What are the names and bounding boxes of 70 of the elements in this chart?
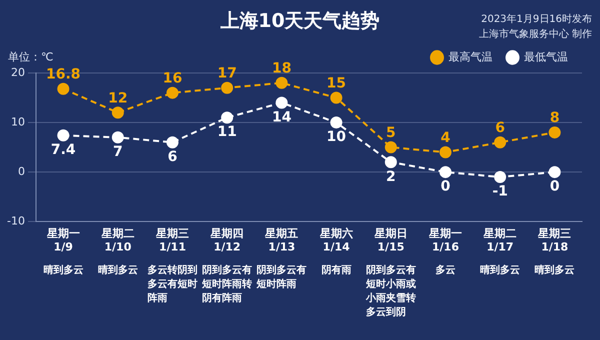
- y-axis-title: 单位：℃: [8, 50, 54, 64]
- point: [548, 166, 561, 178]
- text: 晴到多云: [534, 264, 575, 276]
- point: [439, 166, 452, 178]
- legend-label: 最高气温: [448, 50, 492, 64]
- x-tick-label: 星期四 1/12: [210, 227, 244, 254]
- y-tick-label: 20: [10, 66, 25, 79]
- x-tick-label: 星期三 1/18: [537, 227, 572, 254]
- text: 阴到多云有短时阵雨: [256, 264, 307, 290]
- text: 晴到多云: [98, 264, 138, 276]
- x-tick-label: 星期一 1/16: [428, 227, 462, 254]
- point: [166, 86, 178, 99]
- data-label: 2: [386, 168, 396, 185]
- chart-title: 上海10天天气趋势: [220, 10, 380, 32]
- text: 阴到多云有短时阵雨转阴有阵雨: [201, 264, 252, 304]
- data-label: 8: [550, 110, 560, 126]
- x-tick-label: 星期三 1/11: [154, 227, 189, 254]
- data-label: 16.8: [46, 66, 81, 82]
- data-label: 18: [272, 60, 292, 77]
- data-label: 6: [495, 120, 505, 136]
- x-tick-label: 星期二 1/17: [482, 227, 517, 254]
- point: [276, 76, 288, 89]
- text: 2023年1月9日16时发布: [480, 12, 592, 27]
- text: 阴到多云有短时小雨或小雨夹雪转多云到阴: [364, 264, 416, 318]
- data-label: 16: [162, 70, 182, 86]
- data-label: 12: [108, 90, 128, 106]
- point: [384, 141, 397, 154]
- x-tick-label: 星期一 1/9: [46, 227, 80, 254]
- point: [548, 126, 561, 138]
- point: [112, 131, 124, 144]
- data-label: 0: [440, 178, 451, 195]
- point: [112, 106, 124, 119]
- point: [221, 112, 234, 124]
- text: 多云转阴到多云有短时阵雨: [147, 264, 198, 304]
- x-tick-label: 星期五 1/13: [264, 227, 298, 254]
- point: [57, 82, 70, 95]
- text: 晴到多云: [43, 264, 84, 276]
- data-label: -1: [492, 184, 508, 200]
- point: [494, 136, 506, 148]
- point: [330, 92, 342, 104]
- data-label: 10: [326, 129, 346, 146]
- point: [494, 171, 506, 184]
- data-label: 6: [168, 148, 178, 165]
- point: [330, 116, 342, 129]
- y-tick-label: 0: [18, 164, 25, 178]
- point: [276, 96, 288, 109]
- data-label: 0: [550, 178, 560, 195]
- y-tick-label: -10: [7, 214, 25, 228]
- legend-label: 最低气温: [524, 50, 568, 64]
- data-label: 17: [217, 66, 237, 82]
- text: 多云: [435, 264, 456, 276]
- text: 晴到多云: [480, 264, 520, 276]
- data-label: 14: [272, 109, 292, 126]
- data-label: 11: [217, 124, 237, 140]
- x-tick-label: 星期六 1/14: [318, 227, 353, 254]
- data-label: 7.4: [50, 142, 76, 158]
- y-tick-label: 10: [10, 115, 25, 128]
- text: 上海市气象服务中心 制作: [478, 28, 592, 42]
- data-label: 5: [386, 124, 396, 141]
- x-tick-label: 星期日 1/15: [373, 227, 408, 254]
- text: 阴有雨: [321, 264, 352, 276]
- data-label: 7: [112, 144, 123, 160]
- point: [57, 129, 70, 142]
- data-label: 4: [440, 130, 451, 146]
- point: [166, 136, 178, 148]
- point: [221, 82, 234, 94]
- data-label: 15: [326, 75, 346, 92]
- x-tick-label: 星期二 1/10: [100, 227, 134, 254]
- point: [384, 156, 397, 168]
- point: [439, 146, 452, 158]
